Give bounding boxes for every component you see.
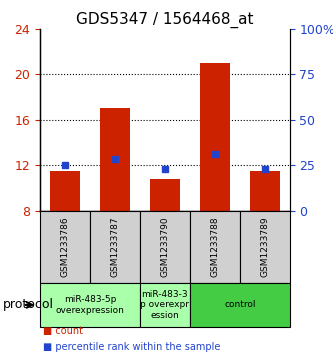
Text: GSM1233790: GSM1233790 [160,216,169,277]
Text: GSM1233787: GSM1233787 [110,216,120,277]
Title: GDS5347 / 1564468_at: GDS5347 / 1564468_at [76,12,254,28]
FancyBboxPatch shape [40,283,140,327]
Bar [250,171,280,211]
Text: miR-483-3
p overexpr
ession: miR-483-3 p overexpr ession [140,290,189,320]
FancyBboxPatch shape [240,211,290,283]
Text: miR-483-5p
overexpression: miR-483-5p overexpression [56,295,124,315]
Text: protocol: protocol [3,298,54,311]
Bar [50,171,80,211]
Text: ■ count: ■ count [43,326,83,336]
Text: control: control [224,301,255,309]
Text: ■ percentile rank within the sample: ■ percentile rank within the sample [43,342,221,352]
FancyBboxPatch shape [90,211,140,283]
Text: GSM1233789: GSM1233789 [260,216,269,277]
FancyBboxPatch shape [190,283,290,327]
Bar [100,109,130,211]
FancyBboxPatch shape [140,283,190,327]
FancyBboxPatch shape [40,211,90,283]
FancyBboxPatch shape [140,211,190,283]
Text: GSM1233788: GSM1233788 [210,216,219,277]
FancyBboxPatch shape [190,211,240,283]
Text: GSM1233786: GSM1233786 [60,216,70,277]
Bar [200,63,230,211]
Bar [150,179,180,211]
